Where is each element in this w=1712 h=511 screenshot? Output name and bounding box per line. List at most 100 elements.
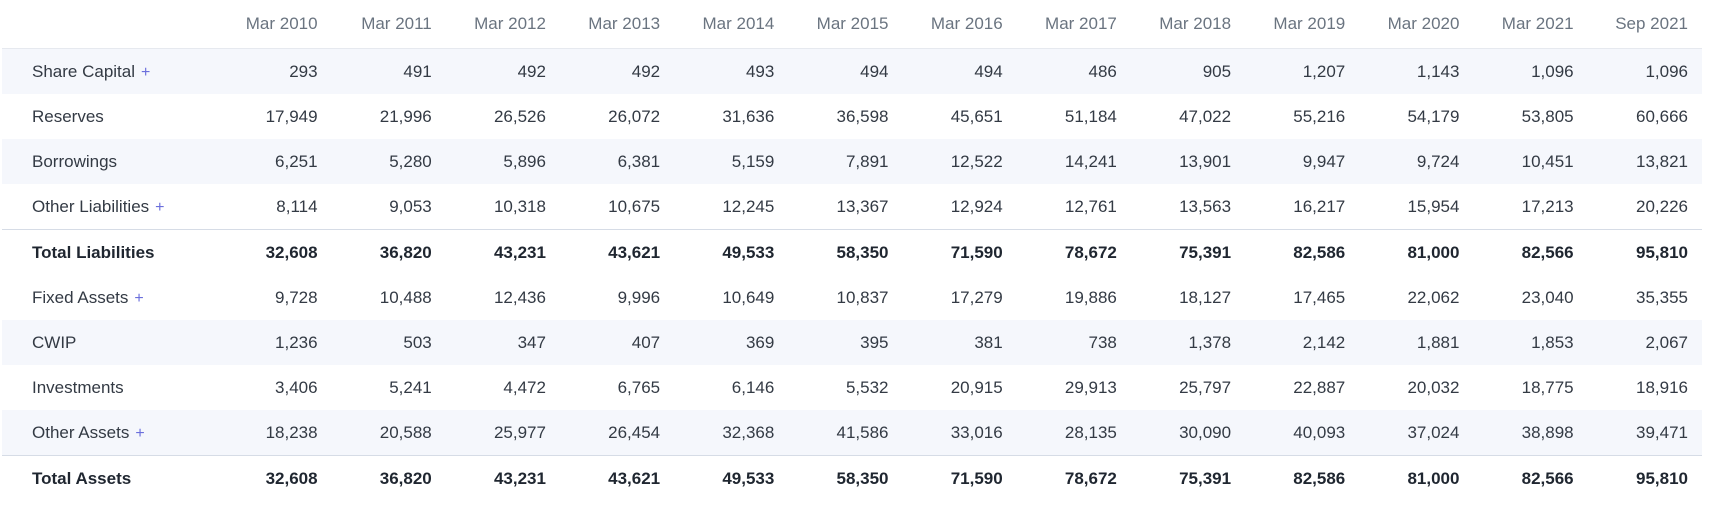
- value-cell: 43,231: [445, 455, 560, 501]
- table-row-other-assets[interactable]: Other Assets +18,238 20,588 25,977 26,454 32,…: [2, 410, 1702, 456]
- value-cell: 32,608: [217, 455, 332, 501]
- value-cell: 18,916: [1636, 377, 1688, 397]
- expand-plus-icon[interactable]: +: [134, 289, 144, 307]
- value-cell: 10,318: [493, 196, 546, 216]
- value-cell: 293: [217, 48, 332, 94]
- value-cell: 347: [445, 320, 560, 365]
- value-cell: 2,142: [1245, 320, 1360, 365]
- row-label-cell[interactable]: Fixed Assets +: [2, 275, 217, 320]
- value-cell: 35,355: [1636, 287, 1688, 307]
- value-cell: 49,533: [674, 229, 789, 275]
- value-cell: 369: [674, 320, 789, 365]
- value-cell: 1,143: [1359, 48, 1474, 94]
- value-cell: 55,216: [1293, 106, 1346, 126]
- value-cell: 18,127: [1179, 287, 1232, 307]
- table-row-share-capital[interactable]: Share Capital +293 491 492 492 493 494 494 486 90…: [2, 48, 1702, 94]
- value-cell: 1,378: [1130, 320, 1246, 365]
- row-label-cell: Total Assets: [2, 455, 218, 501]
- row-label-cell[interactable]: Share Capital +: [2, 48, 218, 94]
- value-cell: 40,093: [1245, 410, 1360, 456]
- value-cell: 1,236: [217, 320, 332, 365]
- value-cell: 28,135: [1016, 410, 1131, 456]
- value-cell: 54,179: [1407, 106, 1460, 126]
- value-cell: 41,586: [788, 410, 903, 456]
- column-header-period: Mar 2018: [1130, 0, 1246, 49]
- value-cell: 31,636: [722, 106, 775, 126]
- value-cell: 82,566: [1473, 455, 1588, 501]
- balance-sheet-table: Mar 2010 Mar 2011 Mar 2012 Mar 2013 Mar 2014…: [2, 0, 1702, 501]
- row-label-cell: Total Liabilities: [2, 229, 218, 275]
- value-cell: 12,924: [950, 196, 1003, 216]
- value-cell: 18,238: [217, 410, 332, 456]
- table-row-other-liabilities[interactable]: Other Liabilities + 8,114 9,053 10,318 10,675…: [2, 184, 1702, 230]
- row-label-cell: Borrowings: [2, 139, 218, 184]
- value-cell: 9,947: [1245, 139, 1360, 184]
- value-cell: 905: [1130, 48, 1246, 94]
- value-cell: 22,062: [1407, 287, 1460, 307]
- expand-plus-icon[interactable]: +: [135, 424, 145, 442]
- expand-plus-icon[interactable]: +: [155, 198, 165, 216]
- value-cell: 13,367: [836, 196, 889, 216]
- value-cell: 82,586: [1245, 229, 1360, 275]
- value-cell: 19,886: [1064, 287, 1117, 307]
- value-cell: 36,820: [331, 455, 446, 501]
- value-cell: 25,977: [445, 410, 560, 456]
- value-cell: 493: [674, 48, 789, 94]
- value-cell: 10,675: [608, 196, 661, 216]
- value-cell: 43,231: [445, 229, 560, 275]
- value-cell: 20,588: [331, 410, 446, 456]
- column-header-period: Mar 2014: [674, 0, 789, 49]
- value-cell: 10,837: [836, 287, 889, 307]
- value-cell: 21,996: [379, 106, 432, 126]
- column-header-period: Mar 2020: [1359, 0, 1474, 49]
- value-cell: 95,810: [1587, 229, 1702, 275]
- value-cell: 2,067: [1587, 320, 1702, 365]
- column-header-period: Mar 2016: [902, 0, 1017, 49]
- value-cell: 381: [902, 320, 1017, 365]
- value-cell: 71,590: [902, 455, 1017, 501]
- row-label-cell[interactable]: Other Liabilities +: [2, 184, 217, 230]
- column-header-period: Mar 2019: [1245, 0, 1360, 49]
- value-cell: 12,522: [902, 139, 1017, 184]
- column-header-period: Mar 2012: [445, 0, 560, 49]
- value-cell: 1,207: [1245, 48, 1360, 94]
- value-cell: 15,954: [1407, 196, 1460, 216]
- value-cell: 13,821: [1587, 139, 1702, 184]
- value-cell: 6,765: [617, 377, 661, 397]
- row-label: Fixed Assets: [32, 287, 129, 307]
- value-cell: 12,436: [493, 287, 546, 307]
- value-cell: 22,887: [1293, 377, 1346, 397]
- value-cell: 492: [559, 48, 675, 94]
- value-cell: 43,621: [559, 229, 675, 275]
- row-label-cell[interactable]: Other Assets +: [2, 410, 218, 456]
- table-row-total-assets: Total Assets 32,608 36,820 43,231 43,621 49,5…: [2, 455, 1702, 501]
- value-cell: 10,488: [379, 287, 432, 307]
- value-cell: 38,898: [1473, 410, 1588, 456]
- value-cell: 39,471: [1587, 410, 1702, 456]
- value-cell: 30,090: [1130, 410, 1246, 456]
- column-header-period: Mar 2013: [559, 0, 675, 49]
- column-header-period: Mar 2011: [331, 0, 446, 49]
- value-cell: 82,586: [1245, 455, 1360, 501]
- value-cell: 75,391: [1130, 229, 1246, 275]
- value-cell: 17,465: [1293, 287, 1346, 307]
- value-cell: 10,451: [1473, 139, 1588, 184]
- value-cell: 17,213: [1521, 196, 1574, 216]
- value-cell: 8,114: [276, 196, 318, 216]
- table-row-total-liabilities: Total Liabilities 32,608 36,820 43,231 43,62…: [2, 229, 1702, 275]
- value-cell: 491: [331, 48, 446, 94]
- table-row-fixed-assets[interactable]: Fixed Assets +9,728 10,488 12,436 9,996 10,64…: [2, 275, 1702, 320]
- value-cell: 58,350: [788, 229, 903, 275]
- value-cell: 26,526: [493, 106, 546, 126]
- value-cell: 4,472: [503, 377, 546, 397]
- value-cell: 29,913: [1064, 377, 1117, 397]
- value-cell: 9,053: [389, 196, 432, 216]
- expand-plus-icon[interactable]: +: [141, 63, 151, 81]
- value-cell: 6,381: [559, 139, 675, 184]
- value-cell: 75,391: [1130, 455, 1246, 501]
- value-cell: 20,226: [1636, 196, 1688, 216]
- value-cell: 60,666: [1636, 106, 1688, 126]
- value-cell: 78,672: [1016, 455, 1131, 501]
- value-cell: 51,184: [1064, 106, 1117, 126]
- table-header: Mar 2010 Mar 2011 Mar 2012 Mar 2013 Mar 2014…: [2, 0, 1702, 49]
